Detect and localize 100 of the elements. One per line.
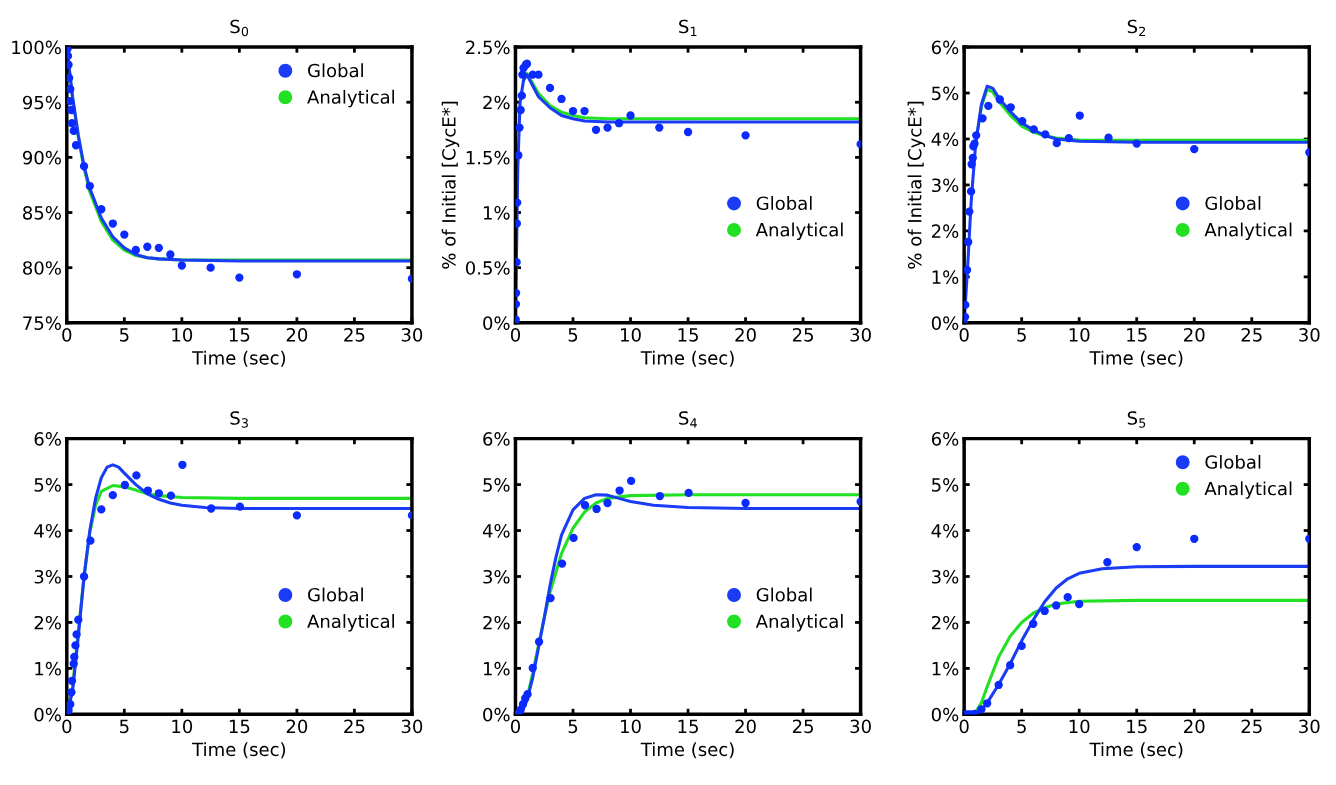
x-tick-label: 0 bbox=[62, 719, 72, 734]
y-tick-label: 80% bbox=[23, 261, 61, 275]
x-axis-title: Time (sec) bbox=[640, 350, 734, 367]
point bbox=[235, 502, 245, 511]
y-tick-label: 85% bbox=[23, 205, 61, 220]
point bbox=[66, 84, 75, 94]
x-tick-label: 0 bbox=[62, 328, 72, 342]
point bbox=[72, 630, 81, 639]
legend-label: Global bbox=[1205, 196, 1261, 211]
point bbox=[120, 480, 130, 490]
point bbox=[1029, 125, 1038, 134]
point bbox=[580, 501, 590, 510]
point bbox=[1041, 130, 1050, 139]
y-tick-label: 1% bbox=[932, 270, 959, 284]
x-tick-label: 15 bbox=[678, 328, 698, 342]
y-tick-label: 1% bbox=[483, 205, 510, 220]
point bbox=[523, 689, 532, 699]
y-tick-label: 3% bbox=[483, 569, 510, 584]
point bbox=[528, 663, 537, 673]
x-tick-label: 10 bbox=[621, 719, 641, 734]
point bbox=[568, 106, 578, 116]
point bbox=[120, 230, 129, 239]
y-tick-label: 1% bbox=[35, 661, 61, 676]
point bbox=[994, 680, 1003, 690]
y-tick-label: 1% bbox=[483, 661, 510, 676]
y-tick-label: 0% bbox=[483, 316, 510, 330]
x-axis-title: Time (sec) bbox=[192, 350, 286, 367]
point bbox=[1064, 133, 1073, 143]
point bbox=[557, 559, 567, 568]
point bbox=[71, 641, 80, 650]
point bbox=[614, 119, 624, 128]
chart-title: S$_{2}$ bbox=[1127, 19, 1146, 37]
x-axis-title: Time (sec) bbox=[1089, 350, 1183, 367]
point bbox=[67, 676, 77, 685]
x-tick-label: 20 bbox=[286, 719, 308, 734]
y-tick-label: 6% bbox=[931, 432, 959, 446]
x-tick-label: 25 bbox=[792, 719, 813, 734]
y-tick-label: 2% bbox=[483, 95, 510, 110]
point bbox=[1006, 661, 1015, 670]
y-tick-label: 0% bbox=[931, 707, 959, 722]
x-axis-title: Time (sec) bbox=[640, 742, 734, 759]
y-axis-title: % of Initial [CycE*] bbox=[441, 101, 460, 269]
x-tick-label: 15 bbox=[1127, 719, 1147, 734]
point bbox=[626, 476, 636, 486]
legend-label: Global bbox=[308, 587, 363, 602]
point bbox=[1017, 641, 1026, 651]
y-tick-label: 75% bbox=[23, 316, 61, 330]
x-tick-label: 25 bbox=[1241, 719, 1262, 734]
point bbox=[235, 273, 244, 282]
point bbox=[1075, 111, 1084, 120]
point bbox=[67, 105, 76, 115]
x-tick-label: 5 bbox=[1017, 719, 1026, 734]
point bbox=[615, 486, 624, 495]
point bbox=[984, 101, 993, 111]
chart-title: S$_{1}$ bbox=[679, 19, 697, 37]
y-tick-label: 1.5% bbox=[466, 150, 510, 165]
point bbox=[603, 498, 612, 508]
x-tick-label: 30 bbox=[850, 719, 871, 734]
chart-title: S$_{3}$ bbox=[230, 411, 248, 428]
point bbox=[71, 141, 81, 150]
point bbox=[1190, 534, 1199, 543]
point bbox=[66, 73, 74, 83]
point bbox=[166, 491, 176, 500]
x-tick-label: 5 bbox=[568, 719, 578, 734]
y-tick-label: 100% bbox=[12, 40, 61, 55]
x-tick-label: 15 bbox=[678, 719, 698, 734]
point bbox=[132, 471, 141, 480]
point bbox=[1040, 606, 1049, 616]
chart-title: S$_{4}$ bbox=[679, 411, 697, 428]
y-tick-label: 4% bbox=[34, 523, 61, 538]
x-tick-label: 10 bbox=[172, 719, 193, 734]
y-tick-label: 6% bbox=[483, 432, 510, 446]
point bbox=[86, 536, 95, 545]
legend-label: Analytical bbox=[1204, 222, 1292, 241]
x-tick-label: 0 bbox=[510, 328, 521, 342]
x-axis-title: Time (sec) bbox=[192, 742, 286, 759]
x-tick-label: 20 bbox=[735, 719, 756, 734]
x-tick-label: 15 bbox=[1127, 328, 1147, 342]
point bbox=[972, 131, 981, 140]
point bbox=[683, 127, 693, 137]
legend-label: Global bbox=[308, 63, 363, 78]
legend-label: Global bbox=[1205, 454, 1261, 469]
point bbox=[85, 181, 94, 191]
x-tick-label: 5 bbox=[119, 719, 129, 734]
point bbox=[154, 243, 163, 252]
point bbox=[1018, 116, 1027, 126]
point bbox=[207, 504, 216, 513]
y-tick-label: 2% bbox=[931, 615, 959, 630]
x-tick-label: 20 bbox=[735, 328, 756, 342]
legend-label: Analytical bbox=[755, 614, 843, 632]
y-tick-label: 2% bbox=[931, 224, 959, 239]
point bbox=[131, 245, 140, 255]
point bbox=[79, 572, 89, 581]
point bbox=[69, 126, 78, 136]
point bbox=[655, 491, 665, 501]
point bbox=[66, 60, 73, 69]
point bbox=[977, 705, 986, 714]
legend-label: Global bbox=[756, 587, 812, 602]
y-tick-label: 0% bbox=[483, 707, 510, 722]
point bbox=[1006, 103, 1015, 112]
